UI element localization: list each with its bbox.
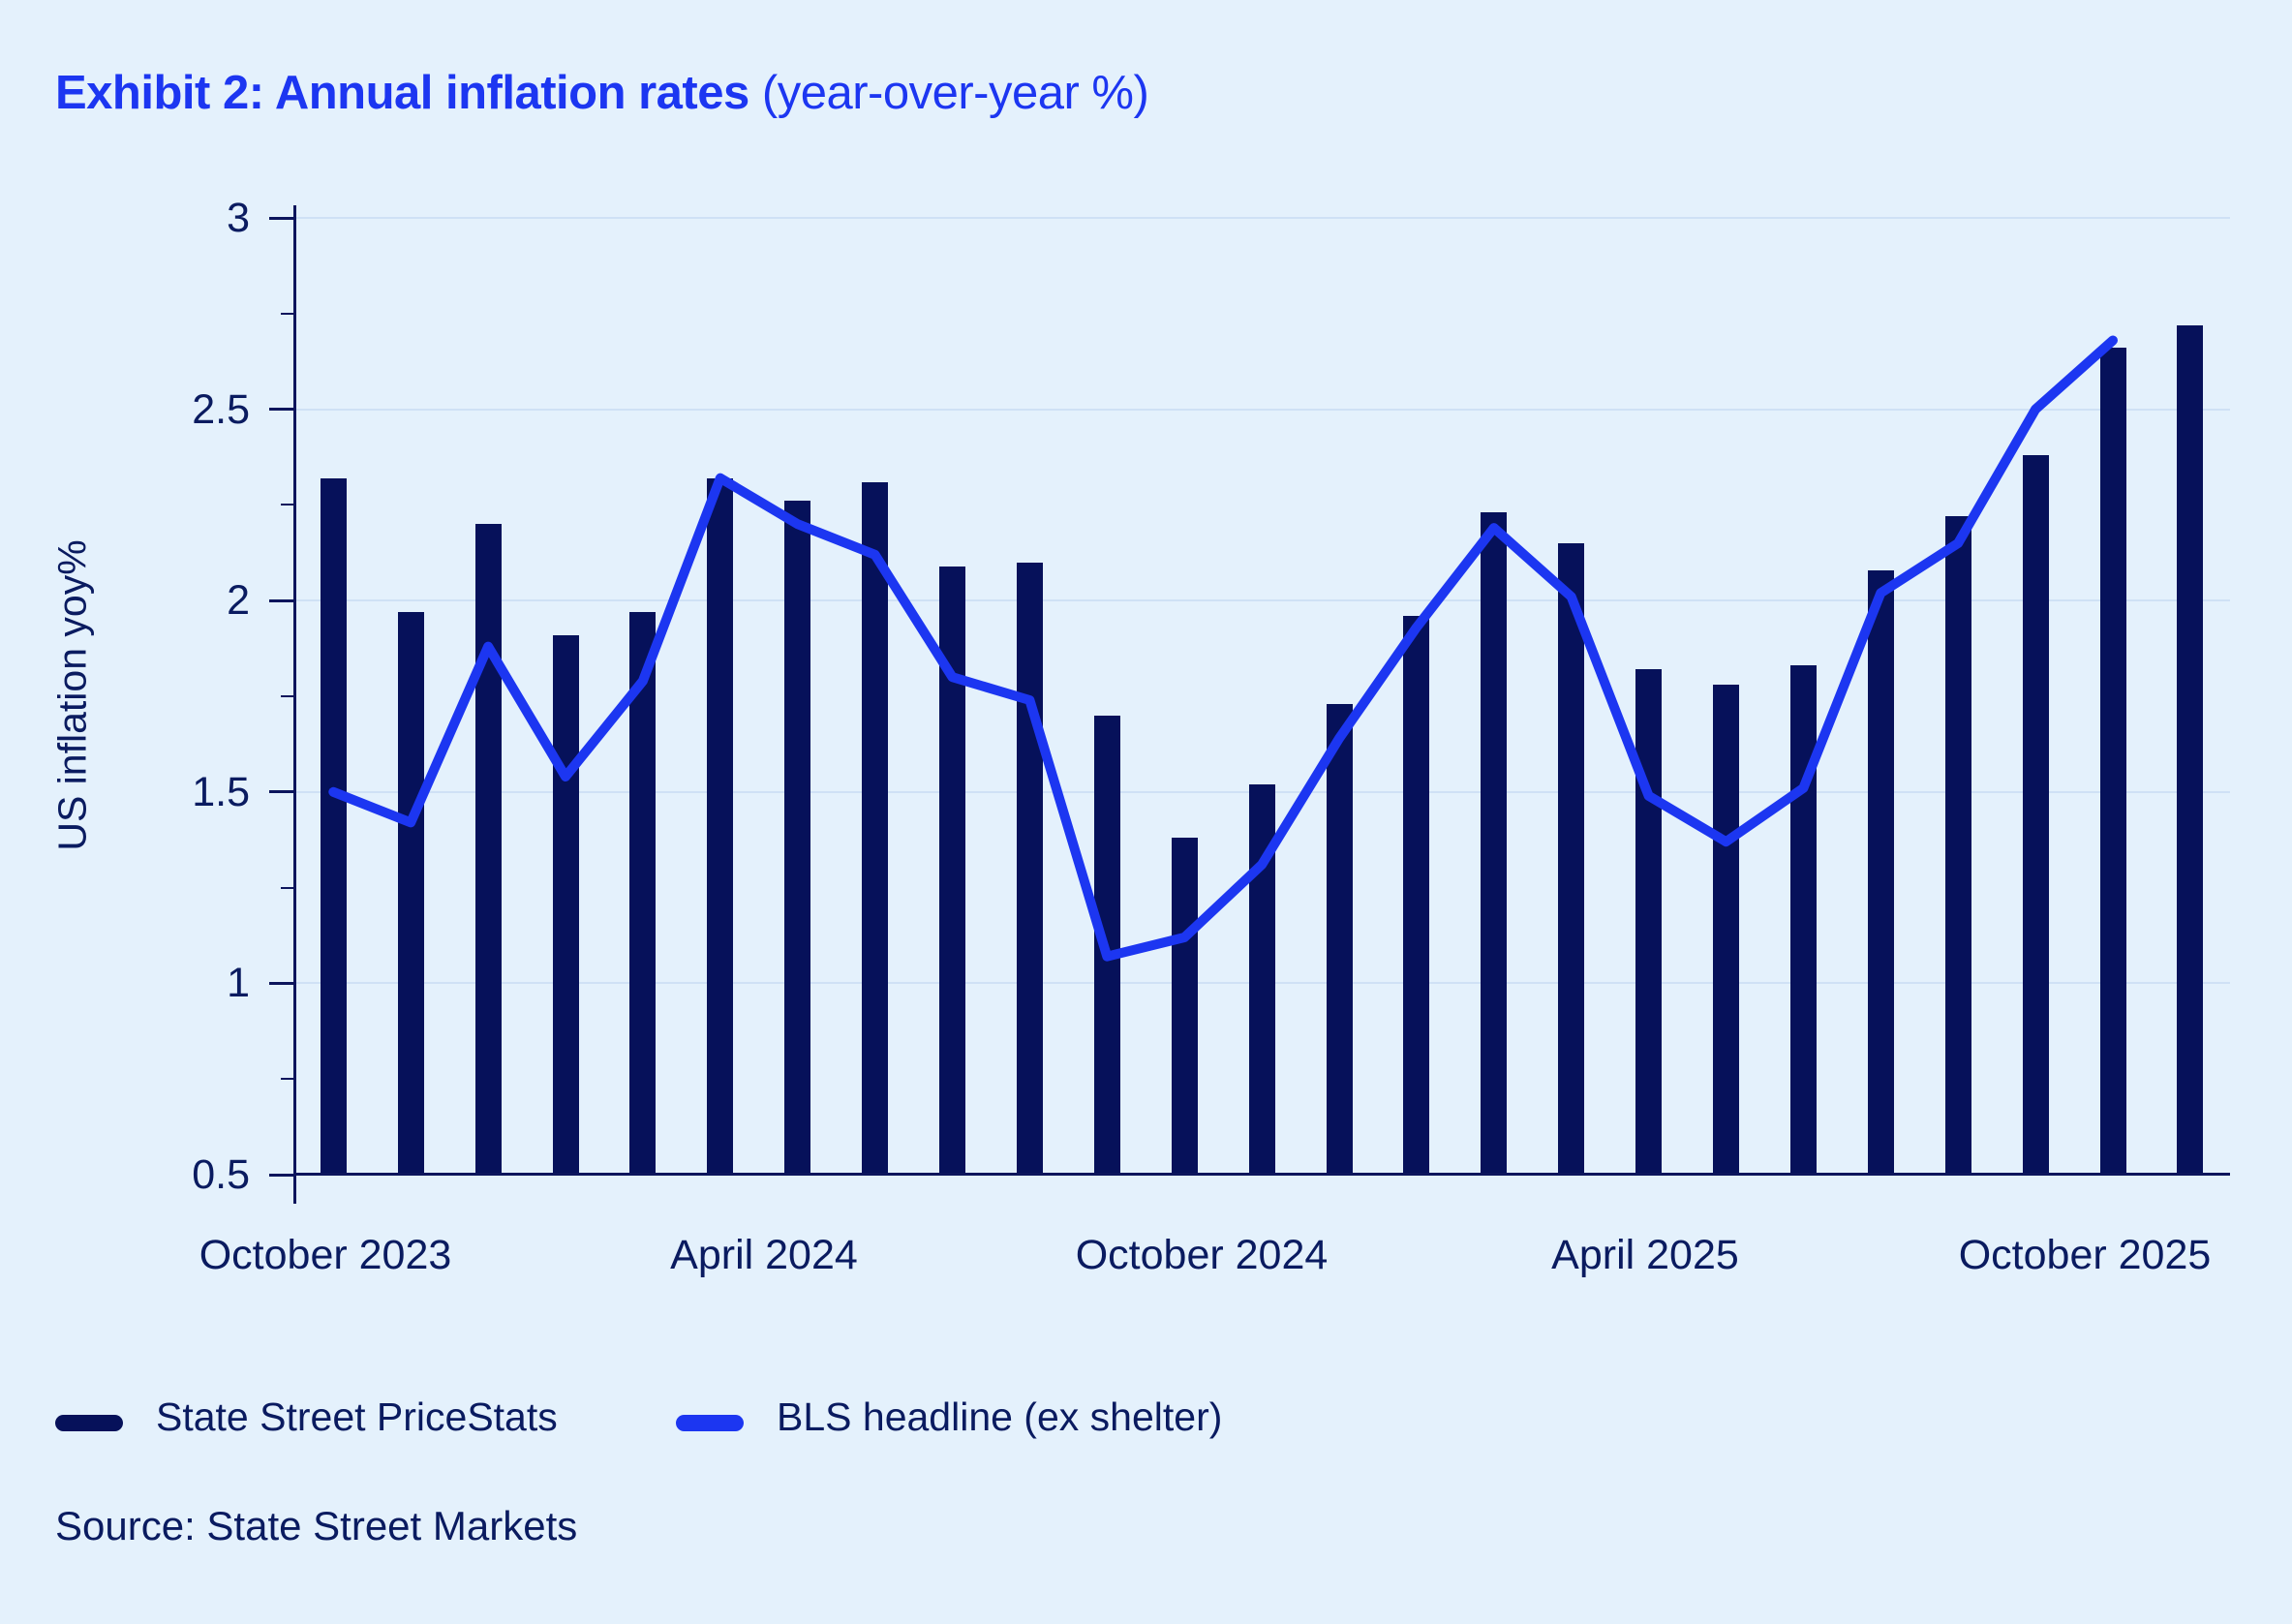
y-tick-1 bbox=[269, 981, 295, 985]
y-minor-tick-1.25 bbox=[281, 886, 295, 889]
y-minor-tick-2.75 bbox=[281, 312, 295, 315]
x-tick-label-october-2025: October 2025 bbox=[1958, 1232, 2212, 1278]
y-tick-0.5 bbox=[269, 1173, 295, 1177]
y-tick-label: 2.5 bbox=[192, 385, 250, 433]
x-tick-label-april-2025: April 2025 bbox=[1551, 1232, 1739, 1278]
legend: State Street PriceStats BLS headline (ex… bbox=[0, 1394, 2292, 1453]
bar-nov-2023 bbox=[397, 612, 424, 1174]
gridline-y-3 bbox=[295, 217, 2230, 219]
gridline-y-2 bbox=[295, 599, 2230, 602]
y-tick-2 bbox=[269, 598, 295, 602]
bar-feb-2025 bbox=[1558, 542, 1585, 1174]
x-tick-label-april-2024: April 2024 bbox=[670, 1232, 858, 1278]
legend-swatch-bls bbox=[676, 1415, 744, 1431]
y-minor-tick-0.75 bbox=[281, 1078, 295, 1081]
y-tick-3 bbox=[269, 216, 295, 220]
page-title: Exhibit 2: Annual inflation rates (year-… bbox=[55, 66, 1149, 120]
bar-may-2025 bbox=[1789, 665, 1817, 1174]
bar-jul-2025 bbox=[1944, 516, 1971, 1174]
bar-may-2024 bbox=[862, 481, 889, 1174]
bar-dec-2024 bbox=[1403, 616, 1430, 1174]
page-title-subtitle: (year-over-year %) bbox=[749, 67, 1149, 119]
bar-sep-2024 bbox=[1171, 838, 1198, 1174]
bar-jul-2024 bbox=[1016, 562, 1043, 1174]
y-tick-label: 1.5 bbox=[192, 768, 250, 815]
y-tick-label: 3 bbox=[227, 195, 250, 241]
y-tick-label: 2 bbox=[227, 577, 250, 625]
bar-apr-2024 bbox=[784, 501, 811, 1174]
bar-sep-2025 bbox=[2099, 348, 2126, 1174]
bar-mar-2024 bbox=[707, 477, 734, 1174]
legend-swatch-pricestats bbox=[55, 1415, 123, 1431]
y-tick-label: 0.5 bbox=[192, 1151, 250, 1198]
y-axis-line bbox=[293, 205, 296, 1204]
x-tick-label-october-2024: October 2024 bbox=[1075, 1232, 1329, 1278]
bar-jan-2025 bbox=[1481, 512, 1508, 1174]
legend-label-pricestats: State Street PriceStats bbox=[156, 1394, 558, 1439]
y-tick-1.5 bbox=[269, 790, 295, 794]
bar-aug-2025 bbox=[2022, 455, 2049, 1174]
bar-nov-2024 bbox=[1326, 703, 1353, 1174]
y-minor-tick-1.75 bbox=[281, 695, 295, 697]
y-tick-2.5 bbox=[269, 408, 295, 412]
legend-label-bls: BLS headline (ex shelter) bbox=[777, 1394, 1223, 1439]
bls-line-series bbox=[328, 335, 2118, 962]
y-minor-tick-2.25 bbox=[281, 504, 295, 506]
page-title-bold: Exhibit 2: Annual inflation rates bbox=[55, 67, 749, 119]
x-tick-label-october-2023: October 2023 bbox=[199, 1232, 452, 1278]
y-tick-label: 1 bbox=[227, 960, 250, 1007]
bar-feb-2024 bbox=[629, 612, 657, 1174]
bar-jan-2024 bbox=[552, 634, 579, 1174]
bar-mar-2025 bbox=[1635, 669, 1663, 1174]
bar-oct-2023 bbox=[320, 477, 347, 1174]
source-text: Source: State Street Markets bbox=[55, 1503, 578, 1548]
bar-oct-2025 bbox=[2177, 324, 2204, 1174]
gridline-y-2.5 bbox=[295, 408, 2230, 411]
bar-jun-2025 bbox=[1867, 569, 1894, 1174]
bls-line-path bbox=[328, 335, 2118, 962]
bar-dec-2023 bbox=[474, 524, 502, 1174]
bar-apr-2025 bbox=[1713, 685, 1739, 1174]
x-axis-line bbox=[295, 1173, 2230, 1176]
